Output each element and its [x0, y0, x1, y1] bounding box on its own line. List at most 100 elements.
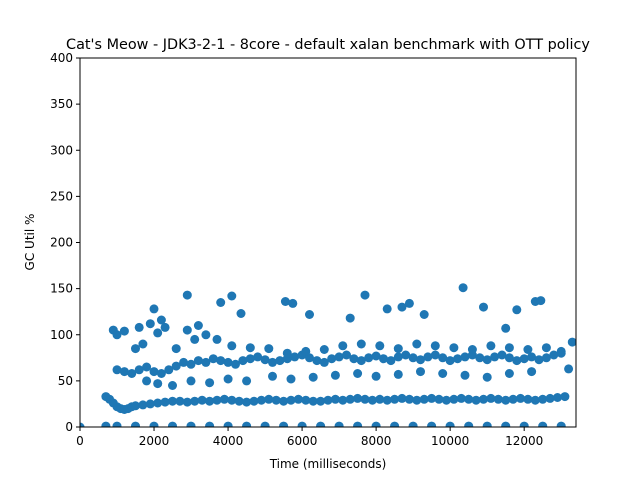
data-point: [541, 343, 551, 353]
data-point: [482, 421, 492, 427]
data-point: [538, 394, 548, 404]
data-point: [227, 291, 237, 301]
data-point: [260, 355, 270, 365]
data-point: [490, 352, 500, 362]
chart-title: Cat's Meow - JDK3-2-1 - 8core - default …: [66, 37, 590, 53]
data-point: [438, 369, 448, 378]
y-tick-label: 300: [50, 143, 73, 157]
data-point: [168, 396, 177, 406]
data-point: [445, 356, 455, 366]
y-tick-label: 400: [50, 51, 73, 65]
data-points: [80, 283, 576, 427]
data-point: [227, 395, 237, 405]
data-point: [186, 421, 196, 427]
data-point: [164, 365, 174, 375]
data-point: [286, 395, 296, 405]
data-point: [171, 344, 181, 354]
data-point: [334, 352, 344, 362]
y-tick-label: 100: [50, 328, 73, 342]
data-point: [404, 394, 414, 404]
data-point: [445, 421, 455, 427]
data-point: [212, 334, 222, 344]
data-point: [404, 298, 414, 308]
data-point: [179, 357, 189, 367]
data-point: [504, 369, 514, 378]
data-point: [527, 352, 537, 362]
data-point: [131, 421, 140, 427]
data-point: [397, 302, 407, 312]
x-tick-label: 2000: [139, 434, 170, 448]
data-point: [519, 421, 529, 427]
data-point: [408, 421, 418, 427]
data-point: [560, 392, 570, 402]
data-point: [423, 352, 433, 362]
data-point: [112, 421, 122, 427]
data-point: [264, 394, 274, 404]
data-point: [253, 352, 263, 362]
data-point: [268, 357, 277, 367]
data-point: [231, 359, 240, 369]
data-point: [127, 369, 137, 378]
data-point: [153, 379, 163, 389]
data-point: [353, 369, 363, 378]
data-point: [245, 354, 255, 364]
data-point: [223, 357, 233, 367]
data-point: [486, 341, 496, 351]
data-point: [441, 395, 451, 405]
y-tick-label: 200: [50, 236, 73, 250]
data-point: [419, 394, 429, 404]
data-point: [112, 365, 122, 375]
x-axis-label: Time (milliseconds): [269, 457, 387, 471]
data-point: [475, 353, 485, 363]
data-point: [290, 352, 300, 362]
data-point: [556, 346, 566, 356]
data-point: [245, 343, 255, 353]
data-point: [190, 334, 200, 344]
data-point: [497, 350, 507, 360]
data-point: [205, 396, 215, 406]
data-point: [242, 421, 252, 427]
data-point: [271, 395, 281, 405]
data-point: [256, 395, 266, 405]
data-point: [238, 356, 248, 366]
data-point: [138, 339, 148, 349]
data-point: [142, 376, 152, 386]
data-point: [301, 346, 311, 356]
data-point: [541, 353, 551, 363]
data-point: [156, 315, 166, 325]
data-point: [205, 421, 215, 427]
data-point: [386, 356, 396, 366]
data-point: [305, 310, 314, 319]
data-point: [467, 345, 477, 354]
data-point: [382, 395, 392, 405]
data-point: [482, 355, 492, 365]
data-point: [149, 304, 159, 314]
data-point: [193, 356, 203, 366]
data-point: [282, 348, 292, 358]
data-point: [223, 374, 233, 384]
data-point: [419, 310, 429, 319]
data-point: [227, 341, 237, 351]
data-point: [134, 365, 144, 375]
data-point: [119, 367, 129, 377]
data-point: [430, 350, 440, 360]
data-point: [201, 357, 211, 367]
data-point: [268, 371, 277, 381]
data-point: [486, 393, 496, 403]
data-point: [527, 367, 537, 377]
data-point: [427, 393, 437, 403]
data-point: [460, 352, 470, 362]
data-point: [393, 352, 403, 362]
data-point: [308, 396, 318, 406]
data-point: [171, 361, 181, 371]
data-point: [416, 355, 425, 365]
data-point: [205, 378, 215, 388]
x-axis: 0 2000 4000 6000 8000 10000 12000: [76, 427, 543, 448]
data-point: [153, 328, 163, 338]
data-point: [534, 355, 544, 365]
x-tick-label: 8000: [361, 434, 392, 448]
data-point: [523, 345, 533, 354]
data-point: [438, 353, 448, 363]
x-tick-label: 6000: [287, 434, 318, 448]
data-point: [316, 396, 326, 406]
